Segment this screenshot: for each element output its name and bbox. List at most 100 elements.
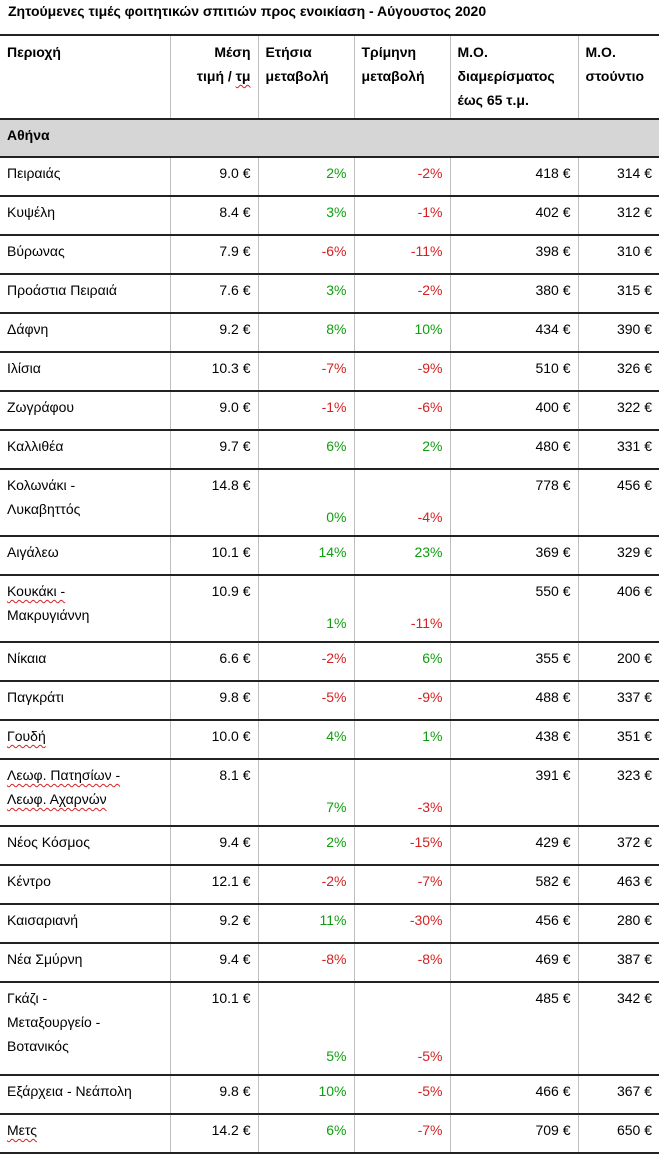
table-row: Γκάζι - Μεταξουργείο - Βοτανικός 10.1 €5% -5… bbox=[0, 982, 659, 1076]
col-header-price-sqm: Μέση τιμή / τμ bbox=[170, 34, 259, 120]
area-name: Κολωνάκι - Λυκαβηττός bbox=[0, 469, 171, 537]
apartment-avg: 582 € bbox=[450, 865, 579, 905]
area-name-line: Βοτανικός bbox=[7, 1038, 69, 1054]
annual-change: 2% bbox=[258, 826, 355, 866]
area-name: Καλλιθέα bbox=[0, 430, 171, 470]
studio-avg: 280 € bbox=[578, 904, 659, 944]
apartment-avg: 418 € bbox=[450, 157, 579, 197]
annual-change: -8% bbox=[258, 943, 355, 983]
area-name-line: Λεωφ. Πατησίων - bbox=[7, 767, 121, 783]
quarter-change: 23% bbox=[354, 536, 451, 576]
table-row: Καισαριανή 9.2 €11% -30% 456 €280 € bbox=[0, 904, 659, 944]
quarter-change: -8% bbox=[354, 943, 451, 983]
avg-price-sqm: 6.6 € bbox=[170, 642, 259, 682]
area-name-line: Μεταξουργείο - bbox=[7, 1014, 101, 1030]
apartment-avg: 391 € bbox=[450, 759, 579, 827]
quarter-change: 2% bbox=[354, 430, 451, 470]
avg-price-sqm: 7.9 € bbox=[170, 235, 259, 275]
annual-change: -1% bbox=[258, 391, 355, 431]
quarter-change: 1% bbox=[354, 720, 451, 760]
area-name-line: Κουκάκι - bbox=[7, 583, 66, 599]
col-header-line: τιμή / τμ bbox=[196, 68, 251, 84]
area-name-line: Καλλιθέα bbox=[7, 438, 64, 454]
studio-avg: 310 € bbox=[578, 235, 659, 275]
col-header-line: Μ.Ο. bbox=[585, 44, 616, 60]
quarter-change: -11% bbox=[354, 235, 451, 275]
apartment-avg: 469 € bbox=[450, 943, 579, 983]
annual-change: -6% bbox=[258, 235, 355, 275]
avg-price-sqm: 9.4 € bbox=[170, 826, 259, 866]
studio-avg: 337 € bbox=[578, 681, 659, 721]
region-label: Αθήνα bbox=[0, 119, 659, 158]
quarter-change: -30% bbox=[354, 904, 451, 944]
area-name-line: Λεωφ. Αχαρνών bbox=[7, 791, 107, 807]
col-header-line: Μέση bbox=[214, 44, 251, 60]
avg-price-sqm: 7.6 € bbox=[170, 274, 259, 314]
apartment-avg: 485 € bbox=[450, 982, 579, 1076]
annual-change: 6% bbox=[258, 430, 355, 470]
table-row: Προάστια Πειραιά 7.6 €3% -2% 380 €315 € bbox=[0, 274, 659, 314]
area-name-line: Νέα Σμύρνη bbox=[7, 951, 83, 967]
area-name-line: Ζωγράφου bbox=[7, 399, 75, 415]
annual-change: 6% bbox=[258, 1114, 355, 1154]
col-header-line: έως 65 τ.μ. bbox=[457, 92, 529, 108]
region-row: Αθήνα bbox=[0, 119, 659, 158]
studio-avg: 331 € bbox=[578, 430, 659, 470]
apartment-avg: 488 € bbox=[450, 681, 579, 721]
annual-change: 11% bbox=[258, 904, 355, 944]
area-name-line: Μακρυγιάννη bbox=[7, 607, 90, 623]
col-header-apartment-avg: Μ.Ο. διαμερίσματος έως 65 τ.μ. bbox=[450, 34, 579, 120]
area-name: Μετς bbox=[0, 1114, 171, 1154]
annual-change: 4% bbox=[258, 720, 355, 760]
annual-change: -5% bbox=[258, 681, 355, 721]
table-row: Παγκράτι 9.8 € -5% -9% 488 €337 € bbox=[0, 681, 659, 721]
studio-avg: 322 € bbox=[578, 391, 659, 431]
studio-avg: 200 € bbox=[578, 642, 659, 682]
apartment-avg: 402 € bbox=[450, 196, 579, 236]
studio-avg: 315 € bbox=[578, 274, 659, 314]
quarter-change: -6% bbox=[354, 391, 451, 431]
table-row: Ζωγράφου 9.0 € -1% -6% 400 €322 € bbox=[0, 391, 659, 431]
table-body: Αθήνα Πειραιάς 9.0 €2% -2% 418 €314 € Κυψέλη… bbox=[0, 119, 659, 1154]
col-header-line: Περιοχή bbox=[7, 44, 61, 60]
quarter-change: -9% bbox=[354, 352, 451, 392]
annual-change: 7% bbox=[258, 759, 355, 827]
area-name: Κυψέλη bbox=[0, 196, 171, 236]
area-name: Καισαριανή bbox=[0, 904, 171, 944]
avg-price-sqm: 9.2 € bbox=[170, 904, 259, 944]
area-name-line: Νέος Κόσμος bbox=[7, 834, 90, 850]
col-header-line: Μ.Ο. bbox=[457, 44, 488, 60]
avg-price-sqm: 14.8 € bbox=[170, 469, 259, 537]
area-name: Νέος Κόσμος bbox=[0, 826, 171, 866]
col-header-studio-avg: Μ.Ο. στούντιο bbox=[578, 34, 659, 120]
area-name-line: Παγκράτι bbox=[7, 689, 64, 705]
col-header-line: διαμερίσματος bbox=[457, 68, 555, 84]
area-name-line: Προάστια Πειραιά bbox=[7, 282, 117, 298]
area-name: Ιλίσια bbox=[0, 352, 171, 392]
col-header-line: στούντιο bbox=[585, 68, 645, 84]
avg-price-sqm: 14.2 € bbox=[170, 1114, 259, 1154]
apartment-avg: 456 € bbox=[450, 904, 579, 944]
area-name: Γκάζι - Μεταξουργείο - Βοτανικός bbox=[0, 982, 171, 1076]
avg-price-sqm: 12.1 € bbox=[170, 865, 259, 905]
col-header-line: μεταβολή bbox=[361, 68, 425, 84]
annual-change: -2% bbox=[258, 642, 355, 682]
studio-avg: 323 € bbox=[578, 759, 659, 827]
area-name: Παγκράτι bbox=[0, 681, 171, 721]
area-name: Προάστια Πειραιά bbox=[0, 274, 171, 314]
avg-price-sqm: 10.3 € bbox=[170, 352, 259, 392]
col-header-line: μεταβολή bbox=[265, 68, 329, 84]
quarter-change: -7% bbox=[354, 1114, 451, 1154]
table-row: Νίκαια 6.6 € -2% 6% 355 €200 € bbox=[0, 642, 659, 682]
quarter-change: 6% bbox=[354, 642, 451, 682]
area-name-line: Βύρωνας bbox=[7, 243, 65, 259]
area-name: Αιγάλεω bbox=[0, 536, 171, 576]
apartment-avg: 438 € bbox=[450, 720, 579, 760]
area-name-line: Γκάζι - bbox=[7, 990, 48, 1006]
avg-price-sqm: 9.4 € bbox=[170, 943, 259, 983]
area-name-line: Πειραιάς bbox=[7, 165, 61, 181]
apartment-avg: 466 € bbox=[450, 1075, 579, 1115]
table-row: Βύρωνας 7.9 € -6% -11% 398 €310 € bbox=[0, 235, 659, 275]
apartment-avg: 480 € bbox=[450, 430, 579, 470]
studio-avg: 326 € bbox=[578, 352, 659, 392]
